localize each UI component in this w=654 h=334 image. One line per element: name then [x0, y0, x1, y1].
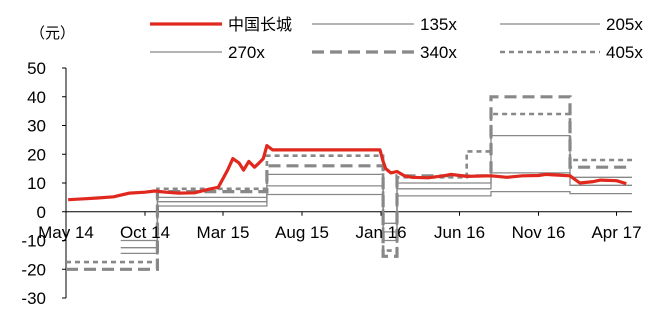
x-tick-label: Oct 14	[120, 223, 170, 242]
legend-label: 405x	[606, 43, 643, 62]
y-tick-label: 20	[27, 145, 46, 164]
y-tick-label: 10	[27, 174, 46, 193]
series-line-中国长城	[68, 144, 627, 202]
series-layer	[66, 95, 632, 271]
legend-item-205x: 205x	[500, 15, 643, 34]
y-axis-unit-label: （元）	[30, 24, 75, 42]
x-tick-label: Jan 16	[355, 223, 406, 242]
y-tick-label: 30	[27, 117, 46, 136]
legend-item-135x: 135x	[312, 15, 457, 34]
axes	[62, 67, 632, 299]
plot-area: 50 40 30 20 10 0 -10 -20 -30 May 14 Oct 14 Mar 15 Au…	[21, 59, 641, 308]
x-tick-label: Apr 17	[591, 223, 641, 242]
x-tick-label: Nov 16	[512, 223, 566, 242]
legend-label: 205x	[606, 15, 643, 34]
tick-labels: 50 40 30 20 10 0 -10 -20 -30 May 14 Oct 14 Mar 15 Au…	[21, 59, 641, 308]
x-tick-label: May 14	[38, 223, 94, 242]
x-tick-label: Aug 15	[275, 223, 329, 242]
y-tick-label: -10	[21, 232, 46, 251]
series-line-205x	[120, 172, 632, 249]
legend-label: 135x	[420, 15, 457, 34]
y-tick-label: 50	[27, 59, 46, 78]
series-line-270x	[120, 134, 632, 255]
y-tick-label: -20	[21, 260, 46, 279]
series-line-135x	[120, 190, 632, 242]
x-tick-label: Jun 16	[434, 223, 485, 242]
legend-label: 340x	[420, 43, 457, 62]
legend-item-270x: 270x	[150, 43, 265, 62]
y-tick-label: -30	[21, 289, 46, 308]
y-tick-label: 0	[37, 203, 46, 222]
x-tick-label: Mar 15	[197, 223, 250, 242]
y-tick-label: 40	[27, 88, 46, 107]
legend: 中国长城 135x 205x 270x 340x 405x	[150, 15, 643, 62]
legend-item-405x: 405x	[500, 43, 643, 62]
series-line-340x	[66, 95, 632, 271]
legend-label: 270x	[228, 43, 265, 62]
legend-item-中国长城: 中国长城	[150, 15, 292, 34]
legend-label: 中国长城	[228, 15, 292, 34]
legend-item-340x: 340x	[312, 43, 457, 62]
